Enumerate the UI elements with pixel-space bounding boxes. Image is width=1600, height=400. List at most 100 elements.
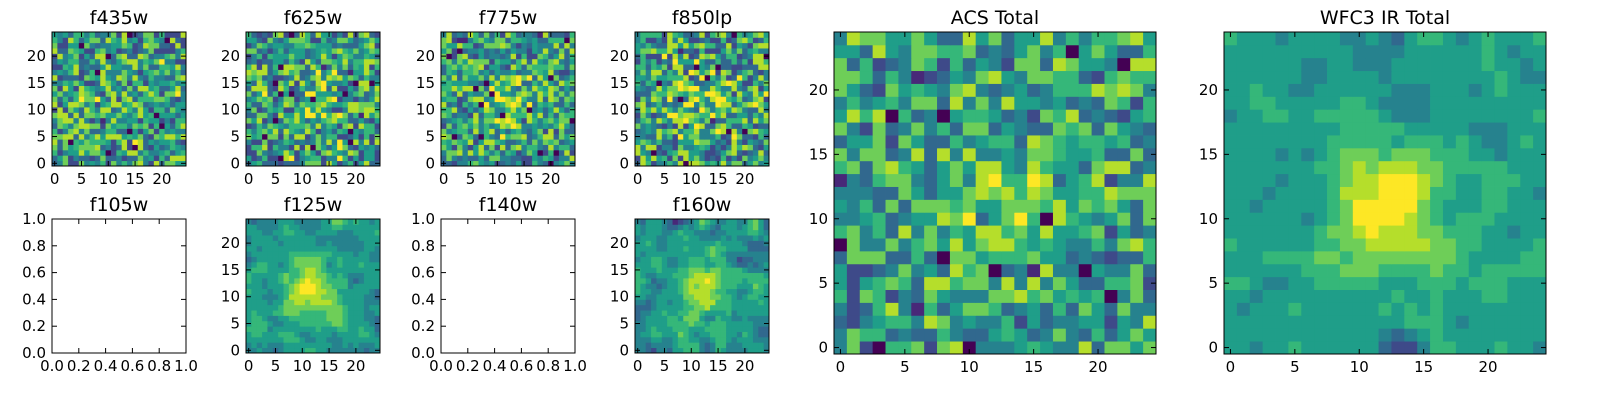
heatmap-cell xyxy=(267,272,274,279)
heatmap-cell xyxy=(1027,289,1041,303)
heatmap-cell xyxy=(321,69,327,76)
heatmap-cell xyxy=(672,251,679,257)
heatmap-cell xyxy=(353,144,359,151)
heatmap-cell xyxy=(510,74,517,81)
heatmap-cell xyxy=(937,173,951,187)
heatmap-cell xyxy=(1117,186,1131,200)
heatmap-cell xyxy=(747,310,754,316)
heatmap-cell xyxy=(84,32,90,38)
heatmap-cell xyxy=(747,261,754,268)
heatmap-cell xyxy=(262,320,268,327)
heatmap-cell xyxy=(164,133,171,140)
heatmap-cell xyxy=(299,342,306,349)
heatmap-cell xyxy=(558,96,565,103)
heatmap-cell xyxy=(736,315,743,322)
heatmap-cell xyxy=(148,96,155,103)
heatmap-cell xyxy=(1052,276,1067,290)
heatmap-cell xyxy=(1065,263,1080,278)
heatmap-cell xyxy=(369,80,376,86)
heatmap-cell xyxy=(1143,289,1157,303)
heatmap-cell xyxy=(164,74,171,81)
heatmap-cell xyxy=(251,224,258,231)
heatmap-cell xyxy=(834,238,848,252)
heatmap-cell xyxy=(736,101,743,108)
heatmap-cell xyxy=(699,117,706,124)
heatmap-cell xyxy=(331,283,338,290)
heatmap-cell xyxy=(1117,44,1131,59)
heatmap-cell xyxy=(246,272,252,279)
heatmap-cell xyxy=(651,74,657,81)
heatmap-cell xyxy=(462,85,469,92)
heatmap-cell xyxy=(283,320,290,327)
heatmap-cell xyxy=(704,133,711,140)
heatmap-cell xyxy=(1143,122,1157,136)
heatmap-cell xyxy=(510,160,517,167)
heatmap-cell xyxy=(353,256,359,263)
x-tick-label: 0.6 xyxy=(509,357,533,375)
heatmap-cell xyxy=(256,235,263,241)
heatmap-cell xyxy=(358,347,365,354)
heatmap-cell xyxy=(645,160,652,167)
heatmap-cell xyxy=(132,139,139,145)
heatmap-cell xyxy=(110,80,117,86)
heatmap-cell xyxy=(78,155,85,162)
heatmap-cell xyxy=(363,133,370,140)
heatmap-cell xyxy=(132,69,139,76)
heatmap-cell xyxy=(256,53,263,60)
heatmap-cell xyxy=(337,85,343,92)
heatmap-cell xyxy=(1275,199,1289,213)
heatmap-cell xyxy=(299,272,306,279)
heatmap-cell xyxy=(52,155,58,162)
heatmap-cell xyxy=(1052,186,1067,200)
heatmap-cell xyxy=(299,37,306,44)
heatmap-cell xyxy=(52,101,58,108)
heatmap-cell xyxy=(337,128,343,135)
heatmap-cell xyxy=(299,149,306,156)
heatmap-cell xyxy=(667,229,673,236)
heatmap-cell xyxy=(175,101,182,108)
heatmap-cell xyxy=(699,69,706,76)
heatmap-cell xyxy=(949,70,964,84)
heatmap-cell xyxy=(446,53,453,60)
heatmap-cell xyxy=(516,128,522,135)
heatmap-cell xyxy=(651,90,657,97)
heatmap-cell xyxy=(143,128,149,135)
heatmap-cell xyxy=(645,299,652,306)
heatmap-cell xyxy=(299,144,306,151)
heatmap-cell xyxy=(137,160,144,167)
x-tick-label: 15 xyxy=(709,170,728,188)
heatmap-cell xyxy=(710,267,716,273)
heatmap-cell xyxy=(872,147,886,162)
heatmap-cell xyxy=(742,251,748,257)
heatmap-cell xyxy=(532,149,538,156)
heatmap-cell xyxy=(315,69,322,76)
heatmap-cell xyxy=(68,149,74,156)
heatmap-cell xyxy=(742,277,748,284)
heatmap-cell xyxy=(347,251,354,257)
heatmap-cell xyxy=(1417,238,1431,252)
heatmap-cell xyxy=(180,48,187,54)
heatmap-cell xyxy=(677,288,684,295)
heatmap-cell xyxy=(1249,341,1264,355)
heatmap-cell xyxy=(121,96,128,103)
heatmap-cell xyxy=(688,80,695,86)
heatmap-cell xyxy=(353,336,359,343)
heatmap-cell xyxy=(656,283,663,290)
heatmap-cell xyxy=(175,133,182,140)
heatmap-cell xyxy=(294,235,300,241)
heatmap-cell xyxy=(374,288,381,295)
heatmap-cell xyxy=(457,144,463,151)
heatmap-cell xyxy=(949,276,964,290)
heatmap-cell xyxy=(542,128,549,135)
heatmap-cell xyxy=(278,58,284,65)
heatmap-cell xyxy=(446,160,453,167)
heatmap-cell xyxy=(1040,315,1054,329)
panel-title: ACS Total xyxy=(951,7,1039,29)
y-tick-label: 0.8 xyxy=(22,237,46,255)
heatmap-cell xyxy=(369,235,376,241)
heatmap-cell xyxy=(834,83,848,97)
heatmap-cell xyxy=(294,283,300,290)
heatmap-cell xyxy=(937,276,951,290)
heatmap-cell xyxy=(321,123,327,129)
